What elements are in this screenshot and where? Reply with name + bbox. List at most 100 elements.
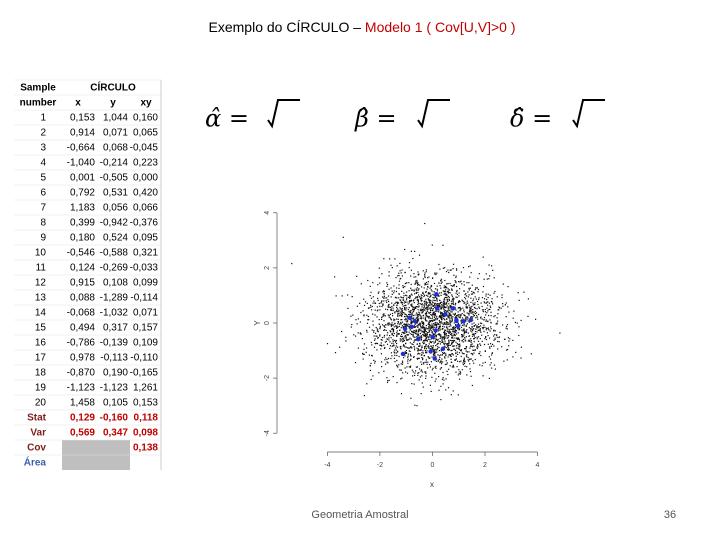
cloud-point <box>374 360 376 362</box>
cloud-point <box>456 290 458 293</box>
cloud-point <box>451 295 453 297</box>
sample-point <box>440 346 446 352</box>
cloud-point <box>427 345 429 347</box>
sample-point <box>443 312 448 317</box>
cloud-point <box>443 352 445 355</box>
cloud-point <box>473 333 475 335</box>
cloud-point <box>466 319 468 321</box>
cloud-point <box>489 319 491 321</box>
cloud-point <box>405 324 407 327</box>
cloud-point <box>420 335 422 337</box>
cloud-point <box>423 301 425 303</box>
cloud-point <box>425 298 427 300</box>
cloud-point <box>497 309 499 311</box>
table-cell: 19 <box>35 383 47 394</box>
cloud-point <box>456 366 458 368</box>
cloud-point <box>468 282 470 284</box>
cloud-point <box>341 295 343 297</box>
cloud-point <box>425 339 427 341</box>
cloud-point <box>397 321 399 323</box>
cloud-point <box>432 329 434 331</box>
cloud-point <box>458 348 460 350</box>
cloud-point <box>451 336 453 338</box>
cloud-point <box>419 376 421 378</box>
cloud-point <box>439 305 441 307</box>
cloud-point <box>410 323 412 325</box>
cloud-point <box>470 340 472 342</box>
cloud-point <box>463 290 465 292</box>
cloud-point <box>435 325 437 327</box>
cloud-point <box>453 322 455 324</box>
cloud-point <box>442 314 444 316</box>
cloud-point <box>514 321 516 324</box>
cloud-point <box>449 344 451 346</box>
cloud-point <box>397 302 399 305</box>
cloud-point <box>419 332 421 335</box>
cloud-point <box>493 316 495 318</box>
cloud-point <box>413 311 415 313</box>
cloud-point <box>444 337 446 339</box>
cloud-point <box>411 383 413 385</box>
cloud-point <box>491 265 493 267</box>
x-axis-label: x <box>430 480 434 489</box>
cloud-point <box>456 285 458 288</box>
cloud-point <box>405 316 407 318</box>
cloud-point <box>407 358 409 360</box>
cloud-point <box>408 338 410 340</box>
cloud-point <box>396 309 398 311</box>
cloud-point <box>434 304 436 306</box>
cloud-point <box>474 333 477 335</box>
cloud-point <box>481 318 483 320</box>
cloud-point <box>446 315 448 317</box>
cloud-point <box>468 335 470 337</box>
cloud-point <box>420 329 422 331</box>
cloud-point <box>417 319 420 321</box>
cloud-point <box>468 327 470 329</box>
cloud-point <box>425 348 427 350</box>
cloud-point <box>445 355 447 357</box>
cloud-point <box>430 294 432 296</box>
table-cell: 9 <box>40 233 46 244</box>
cloud-point <box>468 339 470 341</box>
cloud-point <box>394 354 396 356</box>
cloud-point <box>468 266 470 268</box>
cloud-point <box>347 307 349 309</box>
cloud-point <box>442 244 444 246</box>
cloud-point <box>401 335 403 337</box>
cloud-point <box>481 365 483 367</box>
cloud-point <box>425 351 427 353</box>
cloud-point <box>462 364 464 366</box>
cloud-point <box>424 276 426 279</box>
cloud-point <box>406 315 408 317</box>
table-cell: 0,978 <box>70 353 95 364</box>
cloud-point <box>395 347 397 349</box>
cloud-point <box>396 327 398 329</box>
cloud-point <box>432 296 434 299</box>
cloud-point <box>453 345 455 347</box>
cloud-point <box>425 311 427 313</box>
cloud-point <box>518 326 520 328</box>
cloud-point <box>414 283 416 285</box>
cloud-point <box>472 293 474 295</box>
cloud-point <box>440 321 442 323</box>
cloud-point <box>385 357 387 359</box>
cloud-point <box>559 332 561 334</box>
cloud-point <box>471 335 474 337</box>
cloud-point <box>415 314 417 316</box>
cloud-point <box>473 334 475 336</box>
cloud-point <box>439 334 441 336</box>
cloud-point <box>445 326 447 328</box>
cloud-point <box>484 311 486 313</box>
cloud-point <box>434 310 436 313</box>
cloud-point <box>427 283 429 285</box>
cloud-point <box>415 276 417 278</box>
cloud-point <box>428 317 430 319</box>
cloud-point <box>430 345 432 347</box>
cloud-point <box>505 327 507 329</box>
cloud-point <box>406 331 408 333</box>
cloud-point <box>437 346 439 348</box>
cloud-point <box>477 329 479 331</box>
cloud-point <box>492 343 494 345</box>
cloud-point <box>434 366 436 368</box>
cloud-point <box>416 279 418 282</box>
